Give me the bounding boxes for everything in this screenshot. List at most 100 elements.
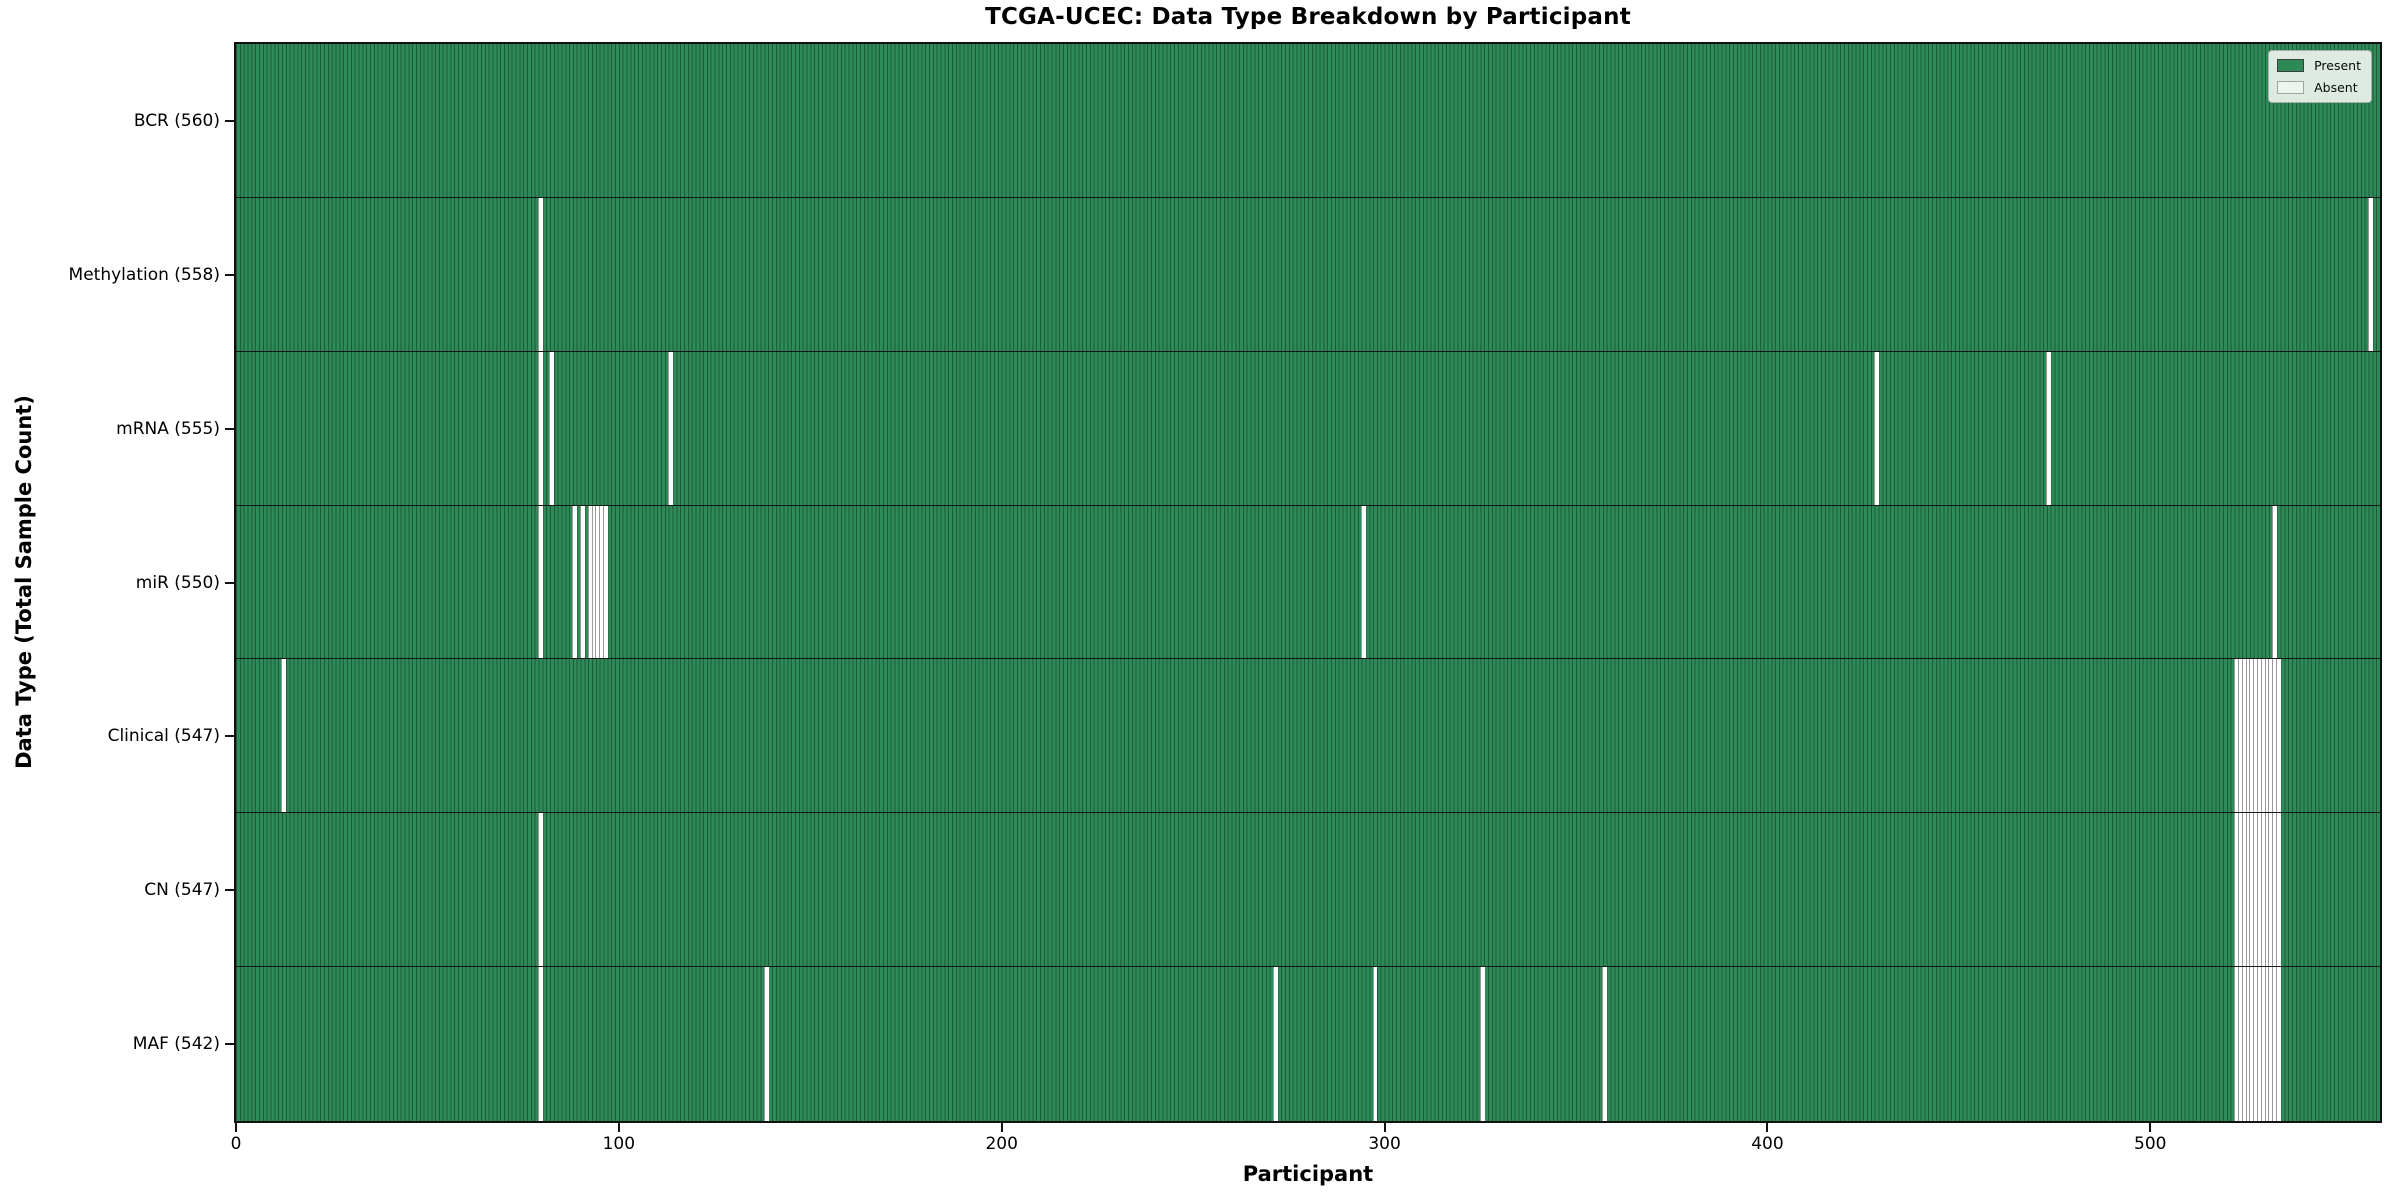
xtick-mark bbox=[1383, 1123, 1386, 1132]
absent-bar bbox=[2256, 659, 2262, 813]
absent-bar bbox=[2272, 659, 2278, 813]
absent-bar bbox=[587, 505, 593, 659]
ytick-mark bbox=[225, 1043, 234, 1046]
xtick-mark bbox=[617, 1123, 620, 1132]
absent-bar bbox=[603, 505, 608, 659]
xtick-mark bbox=[235, 1123, 237, 1132]
ytick-label-MAF: MAF (542) bbox=[132, 1034, 220, 1055]
absent-bar bbox=[2249, 967, 2255, 1121]
absent-bar bbox=[2249, 813, 2255, 967]
row-miR bbox=[236, 505, 2380, 660]
absent-bar bbox=[1273, 967, 1278, 1121]
absent-bar bbox=[2276, 813, 2281, 967]
plot-area: Present Absent bbox=[234, 42, 2382, 1123]
absent-bar bbox=[2272, 505, 2278, 659]
absent-bar bbox=[2260, 813, 2266, 967]
xtick-mark bbox=[2149, 1123, 2152, 1132]
absent-bar bbox=[2368, 197, 2373, 351]
absent-bar bbox=[2237, 659, 2243, 813]
absent-bar bbox=[1479, 967, 1485, 1121]
xtick-mark bbox=[1766, 1123, 1769, 1132]
legend-absent-label: Absent bbox=[2314, 80, 2358, 95]
ytick-mark bbox=[225, 735, 234, 738]
ytick-label-miR: miR (550) bbox=[135, 572, 220, 593]
absent-bar bbox=[580, 505, 585, 659]
absent-bar bbox=[2234, 659, 2239, 813]
ytick-mark bbox=[225, 273, 234, 276]
xtick-label-200: 200 bbox=[985, 1134, 1018, 1154]
row-Clinical bbox=[236, 659, 2380, 814]
absent-bar bbox=[1372, 967, 1378, 1121]
absent-bar bbox=[2241, 967, 2247, 1121]
xtick-label-400: 400 bbox=[1751, 1134, 1784, 1154]
chart-title: TCGA-UCEC: Data Type Breakdown by Partic… bbox=[985, 4, 1631, 30]
absent-bar bbox=[572, 505, 578, 659]
absent-bar bbox=[2272, 813, 2278, 967]
absent-bar bbox=[668, 351, 673, 505]
row-mRNA bbox=[236, 351, 2380, 506]
row-Methylation bbox=[236, 197, 2380, 352]
absent-bar bbox=[2234, 967, 2239, 1121]
absent-bar bbox=[599, 505, 605, 659]
absent-bar bbox=[2256, 967, 2262, 1121]
absent-bar bbox=[2234, 813, 2239, 967]
absent-bar bbox=[763, 967, 769, 1121]
ytick-mark bbox=[225, 581, 234, 584]
absent-swatch-icon bbox=[2277, 81, 2305, 94]
xtick-label-0: 0 bbox=[230, 1134, 242, 1154]
absent-bar bbox=[1602, 967, 1608, 1121]
absent-bar bbox=[2264, 813, 2270, 967]
absent-bar bbox=[2272, 967, 2278, 1121]
absent-bar bbox=[2245, 813, 2251, 967]
absent-bar bbox=[537, 813, 543, 967]
absent-bar bbox=[2276, 659, 2281, 813]
absent-bar bbox=[591, 505, 597, 659]
absent-bar bbox=[2046, 351, 2052, 505]
absent-bar bbox=[2237, 967, 2243, 1121]
ytick-label-Methylation: Methylation (558) bbox=[68, 264, 220, 285]
ytick-mark bbox=[225, 427, 234, 430]
absent-bar bbox=[2264, 967, 2270, 1121]
absent-bar bbox=[2249, 659, 2255, 813]
ytick-label-CN: CN (547) bbox=[144, 880, 220, 901]
legend-item-absent: Absent bbox=[2277, 80, 2361, 95]
absent-bar bbox=[1361, 505, 1366, 659]
xtick-mark bbox=[1000, 1123, 1003, 1132]
xtick-label-500: 500 bbox=[2134, 1134, 2167, 1154]
row-MAF bbox=[236, 967, 2380, 1121]
x-axis-label: Participant bbox=[1242, 1162, 1374, 1186]
absent-bar bbox=[537, 351, 543, 505]
legend-present-label: Present bbox=[2314, 58, 2361, 73]
absent-bar bbox=[2241, 813, 2247, 967]
absent-bar bbox=[2276, 967, 2281, 1121]
legend: Present Absent bbox=[2268, 50, 2372, 103]
absent-bar bbox=[281, 659, 287, 813]
absent-bar bbox=[537, 505, 543, 659]
absent-bar bbox=[1874, 351, 1879, 505]
absent-bar bbox=[2268, 813, 2274, 967]
ytick-label-mRNA: mRNA (555) bbox=[116, 418, 220, 439]
row-BCR bbox=[236, 44, 2380, 198]
present-swatch-icon bbox=[2277, 59, 2305, 72]
absent-bar bbox=[2268, 967, 2274, 1121]
absent-bar bbox=[537, 197, 543, 351]
absent-bar bbox=[2264, 659, 2270, 813]
absent-bar bbox=[2253, 967, 2258, 1121]
absent-bar bbox=[2256, 813, 2262, 967]
absent-bar bbox=[2245, 659, 2251, 813]
absent-bar bbox=[537, 967, 543, 1121]
ytick-mark bbox=[225, 889, 234, 892]
xtick-label-300: 300 bbox=[1368, 1134, 1401, 1154]
absent-bar bbox=[2260, 659, 2266, 813]
absent-bar bbox=[595, 505, 601, 659]
ytick-label-Clinical: Clinical (547) bbox=[107, 726, 220, 747]
absent-bar bbox=[549, 351, 555, 505]
absent-bar bbox=[2268, 659, 2274, 813]
absent-bar bbox=[2260, 967, 2266, 1121]
absent-bar bbox=[2245, 967, 2251, 1121]
ytick-mark bbox=[225, 119, 234, 122]
ytick-label-BCR: BCR (560) bbox=[133, 110, 220, 131]
absent-bar bbox=[2253, 813, 2258, 967]
absent-bar bbox=[2253, 659, 2258, 813]
